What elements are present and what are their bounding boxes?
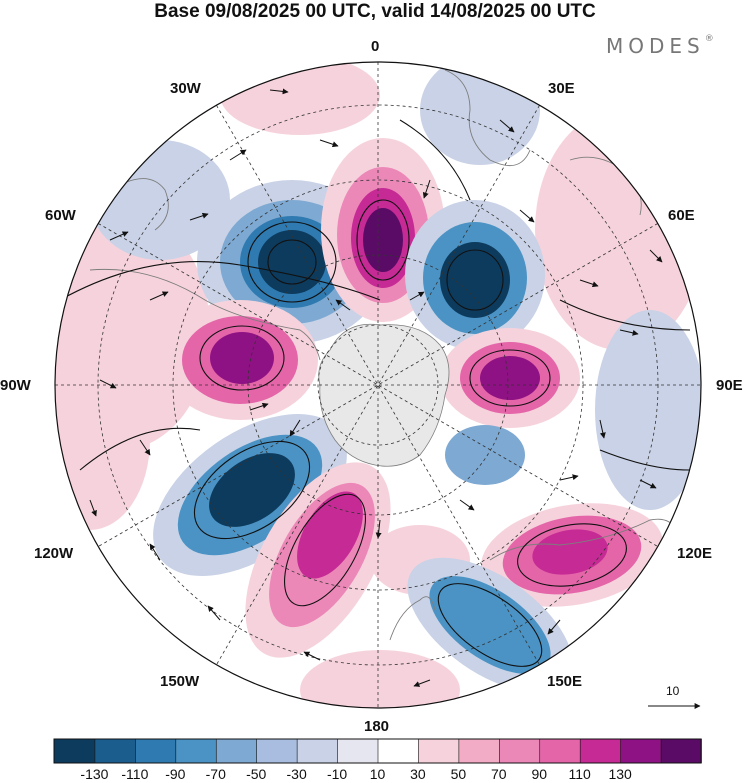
colorbar-swatch xyxy=(94,738,136,764)
lon-label-30e: 30E xyxy=(548,80,575,97)
modes-logo: MODES® xyxy=(606,34,714,58)
colorbar-tick-label: -110 xyxy=(121,766,149,782)
wind-vectors xyxy=(89,88,663,687)
colorbar-swatch xyxy=(215,738,257,764)
lon-label-30w: 30W xyxy=(170,80,201,97)
colorbar-swatch xyxy=(579,738,621,764)
colorbar-tick-label: -70 xyxy=(205,766,226,782)
graticule xyxy=(55,62,701,708)
lon-label-150w: 150W xyxy=(160,673,200,690)
colorbar-swatch xyxy=(134,738,177,764)
lon-label-60w: 60W xyxy=(45,207,76,224)
colorbar-tick-label: -30 xyxy=(286,766,307,782)
lon-label-90w: 90W xyxy=(0,377,31,394)
colorbar-tick-label: 30 xyxy=(410,766,426,782)
colorbar-tick-label: 50 xyxy=(450,766,467,782)
colorbar-tick-label: -50 xyxy=(246,766,267,782)
colorbar xyxy=(53,738,702,764)
colorbar-tick-label: -130 xyxy=(80,766,109,782)
colorbar-swatch xyxy=(619,738,662,764)
colorbar-tick-label: 110 xyxy=(568,766,591,782)
colorbar-swatch xyxy=(175,738,217,764)
lon-label-120e: 120E xyxy=(677,545,713,562)
colorbar-swatch xyxy=(538,738,581,764)
colorbar-tick-label: 130 xyxy=(608,766,632,782)
lon-label-90e: 90E xyxy=(716,377,743,394)
colorbar-swatch xyxy=(458,738,500,764)
lon-label-60e: 60E xyxy=(668,207,695,224)
colorbar-swatch xyxy=(417,738,460,764)
colorbar-swatch xyxy=(336,738,379,764)
colorbar-swatch xyxy=(53,738,96,764)
colorbar-swatch xyxy=(498,738,541,764)
map-boundary xyxy=(54,61,702,709)
lon-label-0: 0 xyxy=(371,38,380,55)
colorbar-tick-label: 10 xyxy=(369,766,386,782)
colorbar-tick-label: 70 xyxy=(491,766,507,782)
anomaly-field xyxy=(55,62,701,708)
lon-label-180: 180 xyxy=(364,718,390,735)
colorbar-tick-label: -10 xyxy=(326,766,348,782)
reference-vector-label: 10 xyxy=(666,684,680,698)
colorbar-tick-label: -90 xyxy=(165,766,186,782)
colorbar-swatch xyxy=(377,738,419,764)
lon-label-150e: 150E xyxy=(547,673,583,690)
antarctica-landmass xyxy=(318,323,450,467)
colorbar-swatch xyxy=(296,738,338,764)
streamlines xyxy=(59,119,691,667)
colorbar-swatch xyxy=(255,738,298,764)
map-title: Base 09/08/2025 00 UTC, valid 14/08/2025… xyxy=(154,1,596,22)
colorbar-tick-label: 90 xyxy=(531,766,548,782)
lon-label-120w: 120W xyxy=(34,545,74,562)
colorbar-swatch xyxy=(660,738,702,764)
